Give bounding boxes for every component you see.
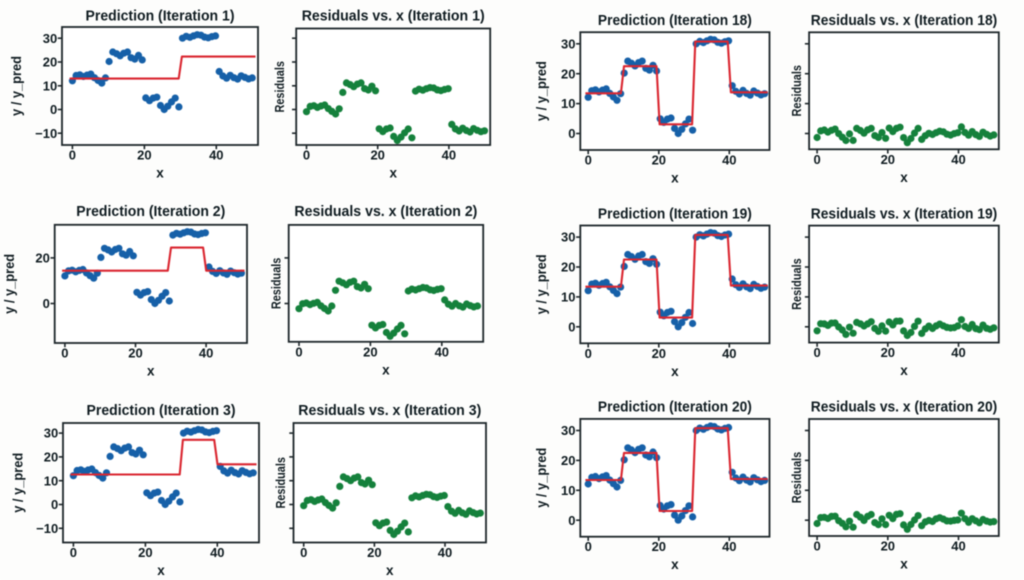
svg-text:0: 0 [585,539,592,554]
svg-text:10: 10 [43,78,57,93]
svg-text:x: x [156,166,164,181]
svg-text:x: x [900,557,908,572]
svg-text:20: 20 [35,251,49,266]
svg-text:10: 10 [561,96,575,111]
svg-text:40: 40 [722,153,736,168]
svg-text:x: x [900,363,908,378]
svg-text:30: 30 [44,426,58,441]
svg-text:Residuals: Residuals [789,258,804,310]
svg-text:20: 20 [652,346,666,361]
svg-text:x: x [386,563,394,578]
svg-text:0: 0 [585,153,592,168]
svg-text:Prediction (Iteration 18): Prediction (Iteration 18) [598,13,752,29]
svg-text:20: 20 [881,152,895,167]
svg-text:30: 30 [561,230,575,245]
svg-text:x: x [389,166,397,181]
svg-text:Residuals vs. x (Iteration 18): Residuals vs. x (Iteration 18) [811,13,998,29]
svg-text:Residuals: Residuals [789,65,804,117]
svg-text:30: 30 [561,36,575,51]
svg-text:0: 0 [50,102,57,117]
svg-text:0: 0 [303,148,310,163]
svg-text:Prediction (Iteration 1): Prediction (Iteration 1) [86,9,235,25]
svg-text:x: x [157,563,165,578]
svg-text:Prediction (Iteration 2): Prediction (Iteration 2) [76,204,225,220]
svg-text:40: 40 [435,344,449,359]
svg-text:x: x [671,171,679,186]
svg-text:40: 40 [209,148,223,163]
svg-text:20: 20 [138,545,152,560]
svg-text:0: 0 [813,345,820,360]
svg-text:20: 20 [881,345,895,360]
svg-text:−10: −10 [36,521,58,536]
svg-text:40: 40 [951,345,965,360]
svg-text:40: 40 [442,148,456,163]
svg-text:20: 20 [561,453,575,468]
svg-text:−10: −10 [35,126,57,141]
svg-text:y / y_pred: y / y_pred [10,453,25,513]
svg-text:y / y_pred: y / y_pred [2,254,17,314]
svg-text:0: 0 [69,148,76,163]
svg-text:30: 30 [561,423,575,438]
svg-text:40: 40 [951,152,965,167]
svg-text:Residuals vs. x (Iteration 3): Residuals vs. x (Iteration 3) [298,403,481,419]
svg-text:y / y_pred: y / y_pred [534,61,549,121]
svg-text:20: 20 [128,346,142,361]
svg-text:Residuals: Residuals [789,452,804,504]
svg-text:20: 20 [652,539,666,554]
svg-text:0: 0 [568,513,575,528]
svg-text:40: 40 [210,545,224,560]
svg-text:40: 40 [722,346,736,361]
svg-text:20: 20 [561,66,575,81]
svg-text:10: 10 [561,290,575,305]
svg-text:y / y_pred: y / y_pred [9,56,24,116]
svg-text:Residuals vs. x (Iteration 20): Residuals vs. x (Iteration 20) [811,400,998,416]
svg-text:10: 10 [561,483,575,498]
svg-text:Residuals vs. x (Iteration 1): Residuals vs. x (Iteration 1) [302,9,485,25]
svg-text:20: 20 [137,148,151,163]
svg-text:x: x [671,557,679,572]
svg-text:Residuals: Residuals [273,457,288,509]
svg-text:40: 40 [951,539,965,554]
svg-text:20: 20 [43,55,57,70]
svg-text:20: 20 [370,148,384,163]
svg-text:20: 20 [367,545,381,560]
svg-text:y / y_pred: y / y_pred [534,448,549,508]
svg-text:Residuals: Residuals [272,61,287,113]
svg-text:0: 0 [813,539,820,554]
svg-text:0: 0 [295,344,302,359]
svg-text:0: 0 [70,545,77,560]
svg-text:Prediction (Iteration 20): Prediction (Iteration 20) [598,400,752,416]
svg-text:40: 40 [722,539,736,554]
svg-text:20: 20 [363,344,377,359]
svg-text:y / y_pred: y / y_pred [534,254,549,314]
svg-text:0: 0 [300,545,307,560]
svg-text:Residuals: Residuals [269,258,284,310]
svg-text:20: 20 [561,260,575,275]
svg-text:Residuals vs. x (Iteration 19): Residuals vs. x (Iteration 19) [811,206,998,222]
svg-text:x: x [900,170,908,185]
svg-text:30: 30 [43,31,57,46]
svg-text:40: 40 [199,346,213,361]
svg-text:10: 10 [44,473,58,488]
svg-text:0: 0 [51,497,58,512]
svg-text:0: 0 [585,346,592,361]
svg-text:0: 0 [568,126,575,141]
svg-text:0: 0 [813,152,820,167]
svg-text:x: x [671,364,679,379]
svg-text:40: 40 [438,545,452,560]
svg-text:Prediction (Iteration 19): Prediction (Iteration 19) [598,206,752,222]
svg-text:x: x [147,364,155,379]
svg-text:20: 20 [44,450,58,465]
svg-text:Residuals vs. x (Iteration 2): Residuals vs. x (Iteration 2) [294,204,477,220]
svg-text:Prediction (Iteration 3): Prediction (Iteration 3) [87,403,236,419]
svg-text:20: 20 [652,153,666,168]
svg-text:0: 0 [43,296,50,311]
svg-text:x: x [382,362,390,377]
svg-text:0: 0 [61,346,68,361]
svg-text:20: 20 [881,539,895,554]
svg-text:0: 0 [568,319,575,334]
